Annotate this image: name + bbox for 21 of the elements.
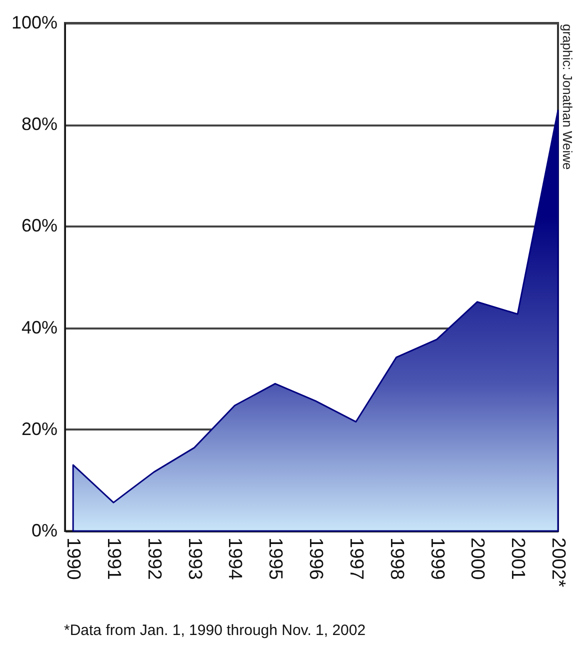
- x-tick-label: 2000: [466, 538, 488, 580]
- x-tick-label: 1992: [143, 538, 164, 580]
- y-tick-label: 100%: [11, 12, 58, 32]
- y-tick-label: 60%: [21, 216, 58, 236]
- text: graphic: Jonathan Weiwe: [560, 24, 575, 170]
- x-tick-label: 1999: [426, 538, 448, 580]
- x-tick-label: 1996: [305, 538, 326, 580]
- x-tick-label: 1994: [224, 538, 246, 580]
- x-tick-label: 1993: [184, 538, 205, 580]
- y-tick-label: 0%: [31, 520, 58, 540]
- x-tick-label: 2002*: [548, 538, 568, 588]
- x-tick-label: 1995: [264, 538, 286, 580]
- y-tick-label: 80%: [21, 114, 58, 134]
- y-tick-label: 20%: [21, 418, 58, 439]
- y-tick-label: 40%: [21, 317, 58, 338]
- text: *Data from Jan. 1, 1990 through Nov. 1, 2002: [64, 622, 366, 639]
- x-tick-label: 1997: [345, 538, 366, 580]
- x-tick-label: 2001: [507, 538, 528, 580]
- x-tick-label: 1991: [102, 538, 124, 580]
- x-tick-label: 1998: [386, 538, 407, 580]
- x-tick-label: 1990: [62, 538, 84, 580]
